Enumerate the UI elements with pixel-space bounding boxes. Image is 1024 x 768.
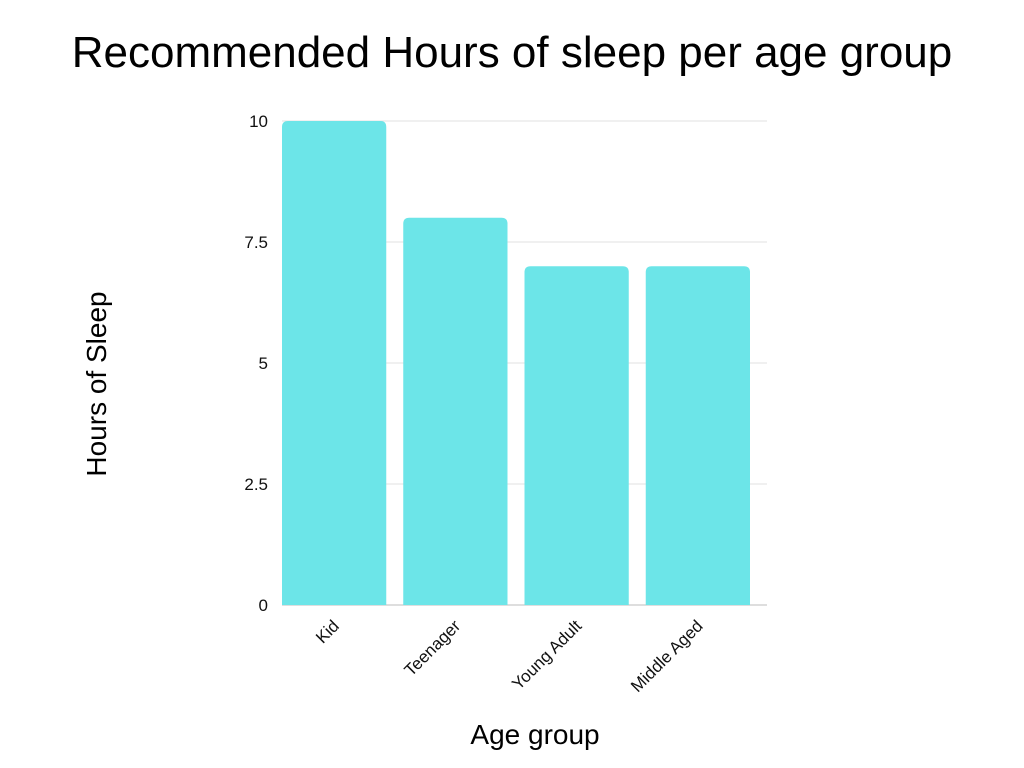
y-tick-label: 0 [259,596,268,615]
y-tick-label: 2.5 [244,475,268,494]
chart-title: Recommended Hours of sleep per age group [72,28,953,77]
x-category-label: Teenager [401,616,465,680]
bars [282,121,750,606]
y-axis-title: Hours of Sleep [81,291,112,476]
bar-teenager [403,217,508,606]
y-tick-labels: 0 2.5 5 7.5 10 [244,112,268,615]
x-category-label: Middle Aged [627,616,707,696]
x-category-label: Young Adult [508,616,585,693]
bar-middle-aged [645,266,750,605]
x-category-labels: Kid Teenager Young Adult Middle Aged [312,616,707,696]
bar-young-adult [524,266,629,605]
y-tick-label: 5 [259,354,268,373]
y-tick-label: 10 [249,112,268,131]
bar-kid [282,121,387,605]
x-axis-title: Age group [470,719,599,750]
y-tick-label: 7.5 [244,233,268,252]
x-category-label: Kid [312,616,343,647]
